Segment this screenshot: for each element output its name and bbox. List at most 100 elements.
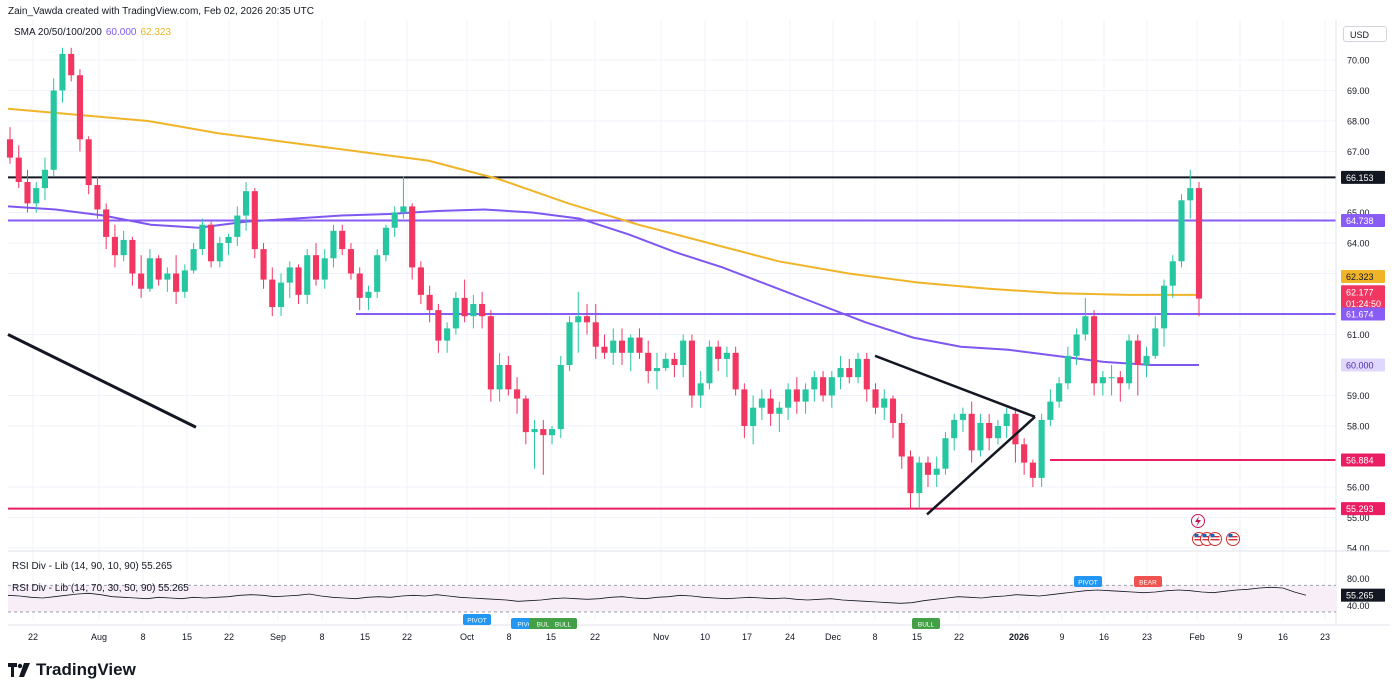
price-level-badge[interactable]: 62.323 [1341, 270, 1385, 284]
currency-selector[interactable]: USD [1343, 26, 1387, 42]
badge-bg [1341, 170, 1385, 184]
tradingview-logo-icon [8, 663, 30, 677]
candle-body [496, 365, 503, 390]
tag-bg [1134, 576, 1162, 587]
rsi-axis-label: 80.00 [1347, 574, 1370, 584]
price-level-badge[interactable]: 56.884 [1341, 453, 1385, 467]
candle-body [6, 139, 14, 158]
candle-body [181, 270, 188, 292]
price-tick-label: 65.00 [1347, 208, 1370, 218]
candle-body [1021, 444, 1028, 463]
candle-body [1195, 188, 1203, 299]
candle-body [15, 157, 22, 182]
event-markers [1191, 514, 1240, 546]
candle-body [1134, 340, 1141, 365]
price-tick-label: 61.00 [1347, 330, 1370, 340]
flag-canton [1210, 534, 1215, 537]
moving-averages [7, 107, 1199, 366]
rsi-badge-bg [1341, 588, 1385, 602]
lightning-icon [1191, 514, 1205, 528]
candle-body [1003, 413, 1010, 426]
candle-body [898, 422, 905, 457]
price-level-badge[interactable]: 64.738 [1341, 213, 1385, 227]
candle-body [802, 389, 809, 402]
tag-bg [912, 618, 940, 629]
tag-bg [549, 618, 577, 629]
badge-bg [1341, 285, 1385, 311]
candle-body [592, 322, 599, 347]
tradingview-logo[interactable]: TradingView [8, 659, 136, 681]
candle-body [951, 419, 958, 439]
price-axis[interactable]: 70.0069.0068.0067.0065.0064.0063.0061.00… [8, 20, 1390, 626]
candle-body [811, 377, 818, 390]
candle-body [41, 169, 49, 189]
flag-stripe [1210, 539, 1220, 541]
candle-body [225, 236, 232, 243]
time-tick-label: 8 [140, 632, 145, 642]
price-tick-label: 54.00 [1347, 544, 1370, 554]
trend-drawings [7, 333, 1036, 516]
candle-body [94, 185, 101, 210]
time-tick-label: Oct [460, 632, 475, 642]
candle-body [391, 212, 398, 228]
candle-body [846, 368, 853, 378]
rsi-signal-tag: PIVOT [463, 614, 491, 625]
candle-body [269, 279, 276, 308]
time-tick-label: 8 [506, 632, 511, 642]
tag-label: PIVC [517, 622, 532, 629]
rsi-badge-label: 55.265 [1346, 591, 1374, 601]
candle-body [50, 90, 57, 170]
time-axis[interactable]: 22 Aug 8 15 22 Sep 8 15 22 Oct 8 15 22 Nov 10 17 24 Dec 8 1… [28, 632, 1330, 642]
price-level-badge[interactable]: 66.153 [1341, 170, 1385, 184]
tag-label: BUL [537, 622, 550, 629]
candle-body [828, 377, 835, 396]
candle-body [1169, 261, 1176, 286]
price-tick-label: 64.00 [1347, 239, 1370, 249]
time-tick-label: 15 [182, 632, 192, 642]
sma100-line [7, 205, 1199, 366]
candle-body [933, 468, 940, 475]
candle-body [1064, 355, 1071, 384]
candle-body [409, 206, 416, 268]
candle-body [68, 53, 75, 76]
candle-body [435, 310, 442, 341]
candle-body [1125, 340, 1133, 384]
price-level-badge[interactable]: 60.000 [1341, 358, 1385, 372]
sma200-line [7, 107, 1199, 296]
badge-label: 66.153 [1346, 173, 1374, 183]
sma200-value: 62.323 [140, 27, 172, 38]
candle-body [618, 340, 626, 353]
candle-body [173, 273, 180, 292]
time-tick-label: 22 [224, 632, 234, 642]
indicator-name: SMA 20/50/100/200 [14, 27, 102, 38]
price-level-badge[interactable]: 55.293 [1341, 502, 1385, 516]
candle-body [1082, 316, 1089, 335]
badge-bg [1341, 502, 1385, 516]
candle-body [208, 224, 215, 262]
badge-bg [1341, 358, 1385, 372]
price-level-badge[interactable]: 62.177 01:24:50 [1341, 285, 1385, 311]
price-tick-label: 56.00 [1347, 483, 1370, 493]
candle-body [1012, 413, 1019, 445]
candle-body [487, 316, 494, 390]
candle-body [924, 462, 932, 475]
candlesticks [6, 47, 1203, 509]
time-tick-label: 17 [742, 632, 752, 642]
price-level-badge[interactable]: 61.674 [1341, 307, 1385, 321]
candle-body [671, 358, 678, 365]
candle-body [461, 297, 468, 317]
rsi-signal-tag: BULL [912, 618, 940, 629]
badge-bg [1341, 307, 1385, 321]
candle-body [356, 273, 363, 298]
candle-body [557, 365, 564, 430]
candle-body [1099, 377, 1106, 384]
rsi-legend-2[interactable]: RSI Div - Lib (14, 70, 30, 50, 90) 55.26… [12, 583, 189, 594]
rsi-legend-1[interactable]: RSI Div - Lib (14, 90, 10, 90) 55.265 [12, 561, 173, 572]
time-tick-label: 16 [1278, 632, 1288, 642]
indicator-legend[interactable]: SMA 20/50/100/200 60.000 62.323 [14, 27, 171, 38]
candle-body [312, 255, 320, 280]
candle-body [1152, 328, 1159, 356]
candle-body [479, 304, 486, 317]
